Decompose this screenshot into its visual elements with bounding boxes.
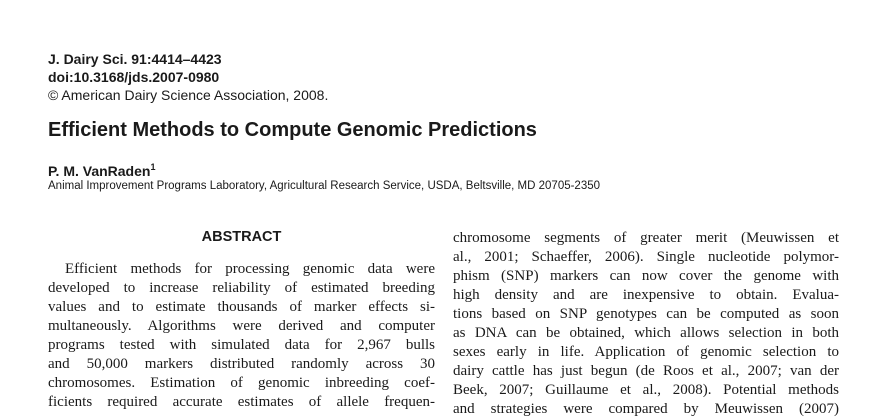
body-line: high density and are inexpensive to obta…	[453, 287, 839, 303]
author-footnote-mark[interactable]: 1	[150, 162, 156, 172]
body-line: phism (SNP) markers can now cover the ge…	[453, 268, 839, 284]
citation-block: J. Dairy Sci. 91:4414–4423 doi:10.3168/j…	[48, 50, 328, 104]
abstract-line: chromosomes. Estimation of genomic inbre…	[48, 375, 435, 391]
abstract-line: ficients required accurate estimates of …	[48, 394, 435, 410]
doi[interactable]: doi:10.3168/jds.2007-0980	[48, 69, 220, 85]
author-name: P. M. VanRaden	[48, 163, 151, 179]
body-line: and strategies were compared by Meuwisse…	[453, 401, 839, 417]
body-line: sexes early in life. Application of geno…	[453, 344, 839, 360]
abstract-line: multaneously. Algorithms were derived an…	[48, 318, 435, 334]
article-title: Efficient Methods to Compute Genomic Pre…	[48, 119, 537, 141]
body-text: chromosome segments of greater merit (Me…	[453, 229, 839, 419]
abstract-line: values and to estimate thousands of mark…	[48, 299, 435, 315]
author-line: P. M. VanRaden1	[48, 162, 155, 179]
abstract-line: Efficient methods for processing genomic…	[65, 261, 435, 277]
body-line: tions based on SNP genotypes can be comp…	[453, 306, 839, 322]
copyright-notice: © American Dairy Science Association, 20…	[48, 87, 329, 103]
abstract-line: programs tested with simulated data for …	[48, 337, 435, 353]
body-line: dairy cattle has just begun (de Roos et …	[453, 363, 839, 379]
body-line: al., 2001; Schaeffer, 2006). Single nucl…	[453, 249, 839, 265]
body-line: chromosome segments of greater merit (Me…	[453, 230, 839, 246]
body-line: as DNA can be obtained, which allows sel…	[453, 325, 839, 341]
abstract-line: developed to increase reliability of est…	[48, 280, 435, 296]
abstract-line: and 50,000 markers distributed randomly …	[48, 356, 435, 372]
abstract-heading: ABSTRACT	[201, 229, 282, 245]
author-affiliation: Animal Improvement Programs Laboratory, …	[48, 180, 601, 192]
body-line: Beek, 2007; Guillaume et al., 2008). Pot…	[453, 382, 839, 398]
abstract-text: Efficient methods for processing genomic…	[48, 260, 435, 412]
journal-reference: J. Dairy Sci. 91:4414–4423	[48, 51, 222, 67]
